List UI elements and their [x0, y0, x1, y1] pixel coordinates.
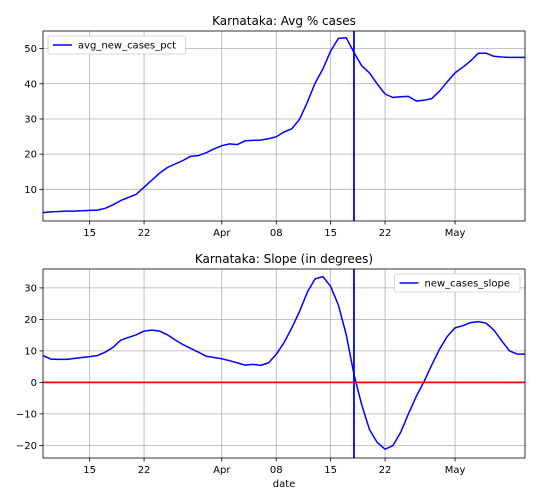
y-tick-label: 20 — [24, 315, 37, 326]
plot-area — [42, 269, 525, 458]
x-tick-label: May — [445, 465, 466, 476]
y-tick-label: 40 — [24, 79, 37, 90]
legend-box — [47, 35, 187, 55]
plot-frame — [42, 30, 526, 222]
y-tick-label: 0 — [31, 378, 37, 389]
legend: avg_new_cases_pct — [47, 35, 187, 55]
x-axis-label: date — [273, 479, 296, 490]
legend-label: new_cases_slope — [425, 279, 510, 290]
x-tick-label: Apr — [213, 228, 231, 239]
x-tick-label: 22 — [138, 228, 151, 239]
gridlines — [43, 269, 525, 458]
x-tick-label: 15 — [324, 228, 337, 239]
y-tick-label: 10 — [24, 185, 37, 196]
chart-slope: Karnataka: Slope (in degrees) 15 22 Apr 08 1… — [16, 252, 526, 490]
x-tick-label: 08 — [270, 465, 283, 476]
y-tick-label: 50 — [24, 44, 37, 55]
x-tick-label: 08 — [270, 228, 283, 239]
x-tick-label: 15 — [83, 465, 96, 476]
y-tick-label: 10 — [24, 346, 37, 357]
y-tick-label: 30 — [24, 114, 37, 125]
plot-frame — [42, 268, 526, 459]
series-line-avg-new-cases-pct — [42, 36, 525, 214]
x-tick-label: 22 — [138, 465, 151, 476]
x-tick-label: 22 — [379, 465, 392, 476]
y-tick-label: 30 — [24, 283, 37, 294]
legend-box — [394, 273, 521, 293]
x-tick-label: Apr — [213, 465, 231, 476]
y-axis: −20 −10 0 10 20 30 — [16, 283, 43, 452]
chart-title: Karnataka: Slope (in degrees) — [195, 252, 373, 266]
y-tick-label: 20 — [24, 150, 37, 161]
x-tick-label: May — [445, 228, 466, 239]
plot-area — [42, 31, 525, 221]
y-tick-label: −20 — [16, 441, 37, 452]
y-tick-label: −10 — [16, 409, 37, 420]
x-tick-label: 15 — [324, 465, 337, 476]
legend: new_cases_slope — [394, 273, 521, 293]
chart-avg-cases: Karnataka: Avg % cases 15 22 Apr 08 15 22 May … — [24, 14, 526, 239]
chart-title: Karnataka: Avg % cases — [212, 14, 356, 28]
x-axis: 15 22 Apr 08 15 22 May — [83, 221, 465, 239]
legend-label: avg_new_cases_pct — [78, 41, 176, 52]
x-tick-label: 22 — [379, 228, 392, 239]
x-axis: 15 22 Apr 08 15 22 May — [83, 458, 465, 476]
series-line-new-cases-slope — [42, 275, 525, 450]
gridlines — [43, 31, 525, 221]
x-tick-label: 15 — [83, 228, 96, 239]
y-axis: 10 20 30 40 50 — [24, 44, 43, 196]
